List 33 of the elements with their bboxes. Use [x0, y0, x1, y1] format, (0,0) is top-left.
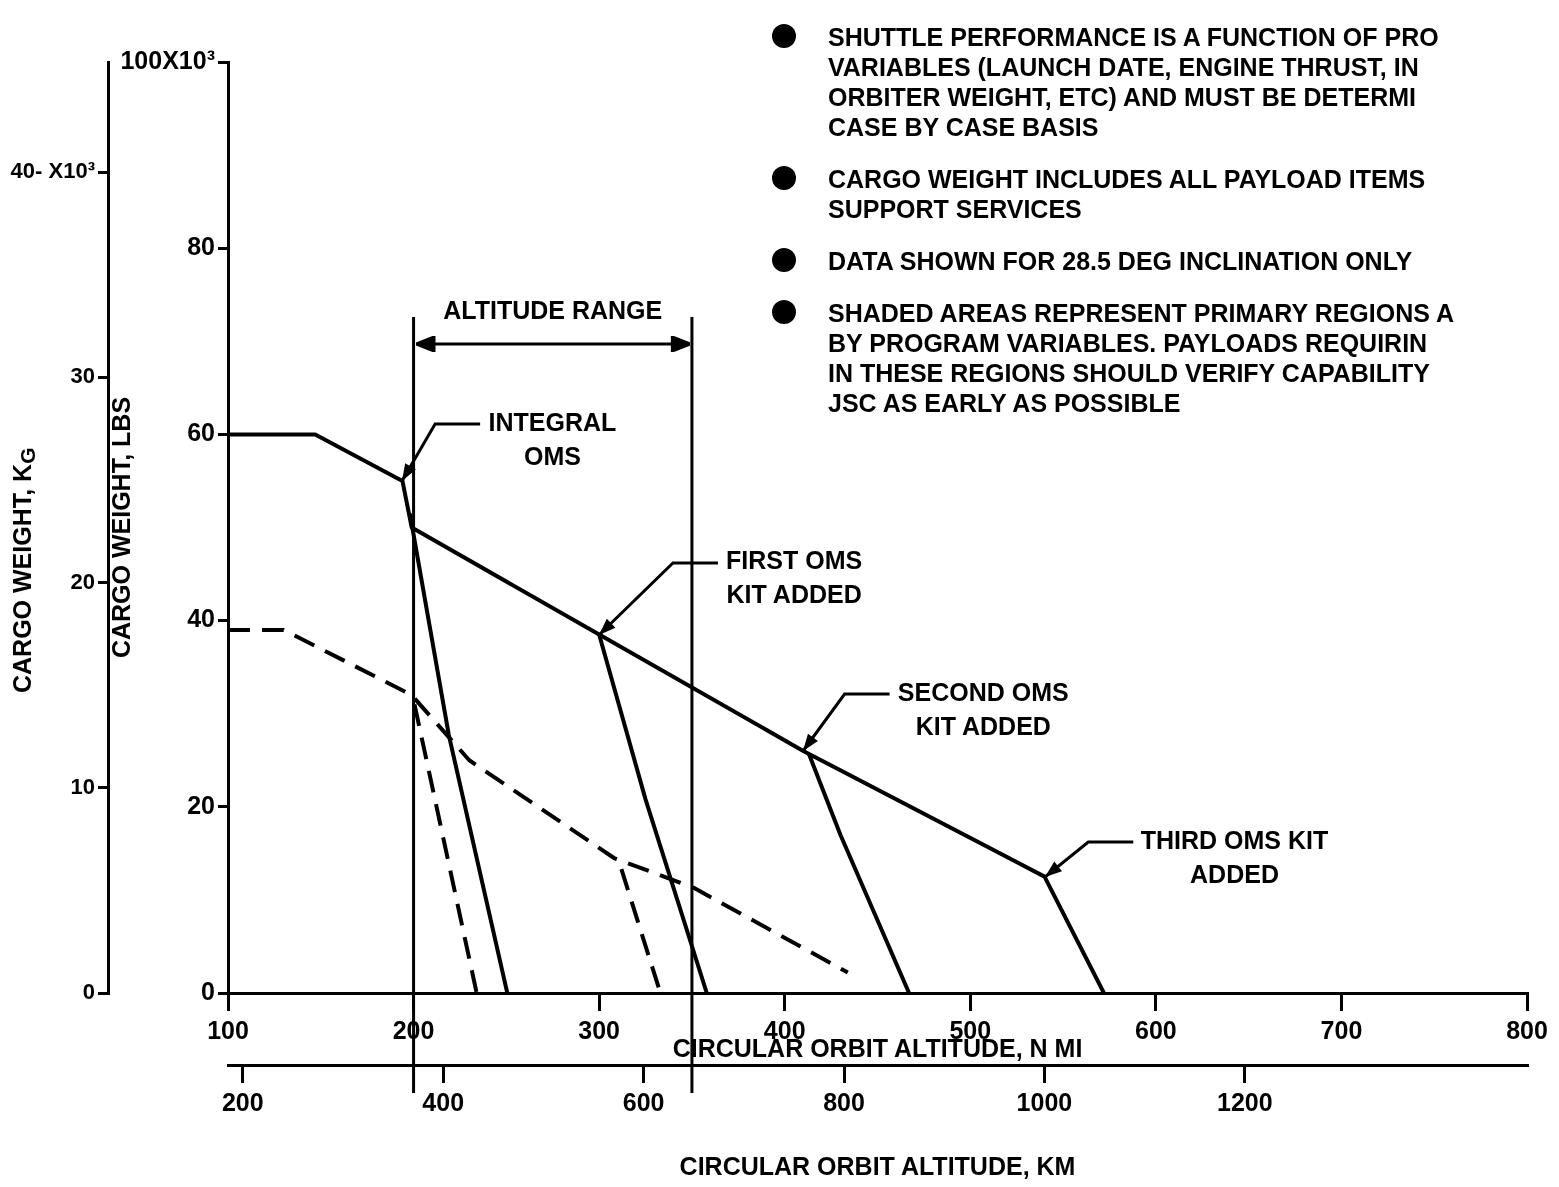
annotation: INTEGRAL OMS: [488, 407, 617, 470]
annotation: DATA SHOWN FOR 28.5 DEG INCLINATION ONLY: [828, 247, 1413, 275]
x-tick-label: 300: [578, 1015, 620, 1044]
y-tick-label: 80: [187, 232, 215, 261]
annotation: CARGO WEIGHT INCLUDES ALL PAYLOAD ITEMS SUPPORT SERVICES: [828, 165, 1426, 223]
annotation: FIRST OMS KIT ADDED: [726, 546, 863, 609]
x-tick-label: 600: [1135, 1015, 1177, 1044]
y-tick-label: 20: [187, 790, 215, 819]
x2-tick-label: 400: [422, 1087, 465, 1116]
x2-axis-title: CIRCULAR ORBIT ALTITUDE, KM: [679, 1151, 1076, 1180]
y2-tick-label: 30: [70, 363, 95, 389]
annotation: SHUTTLE PERFORMANCE IS A FUNCTION OF PRO VARIABLES (LAUNCH DATE, ENGINE THRUST, IN ORBITER WEIGHT, ETC) AND MUST BE DETERMI CASE BY CASE BASIS: [828, 23, 1439, 141]
annotation: THIRD OMS KIT ADDED: [1140, 825, 1329, 888]
x-tick-label: 100: [207, 1015, 249, 1044]
annotation: SECOND OMS KIT ADDED: [897, 677, 1069, 740]
annotation: ALTITUDE RANGE: [443, 295, 663, 324]
x2-tick-label: 600: [622, 1087, 665, 1116]
x-tick-label: 800: [1506, 1015, 1548, 1044]
y2-tick-label: 10: [70, 773, 95, 799]
y-tick-label: 0: [201, 976, 215, 1005]
x2-tick-label: 800: [823, 1087, 865, 1116]
x2-tick-label: 200: [221, 1087, 264, 1116]
y2-tick-label: 0: [82, 979, 95, 1005]
y-tick-label: 100X10³: [120, 45, 215, 74]
y-tick-label: 40: [187, 604, 215, 633]
y2-tick-label: 20: [70, 568, 95, 594]
y2-tick-label: 40- X10³: [10, 158, 95, 184]
annotation: SHADED AREAS REPRESENT PRIMARY REGIONS A BY PROGRAM VARIABLES. PAYLOADS REQUIRIN IN THESE REGIONS SHOULD VERIFY CAPABILITY JSC AS EARLY AS POSSIBLE: [828, 299, 1455, 417]
x-tick-label: 700: [1320, 1015, 1363, 1044]
x2-tick-label: 1200: [1217, 1087, 1273, 1116]
y-tick-label: 60: [187, 418, 215, 447]
y-axis-title: CARGO WEIGHT, LBS: [106, 396, 135, 659]
x2-tick-label: 1000: [1016, 1087, 1073, 1116]
